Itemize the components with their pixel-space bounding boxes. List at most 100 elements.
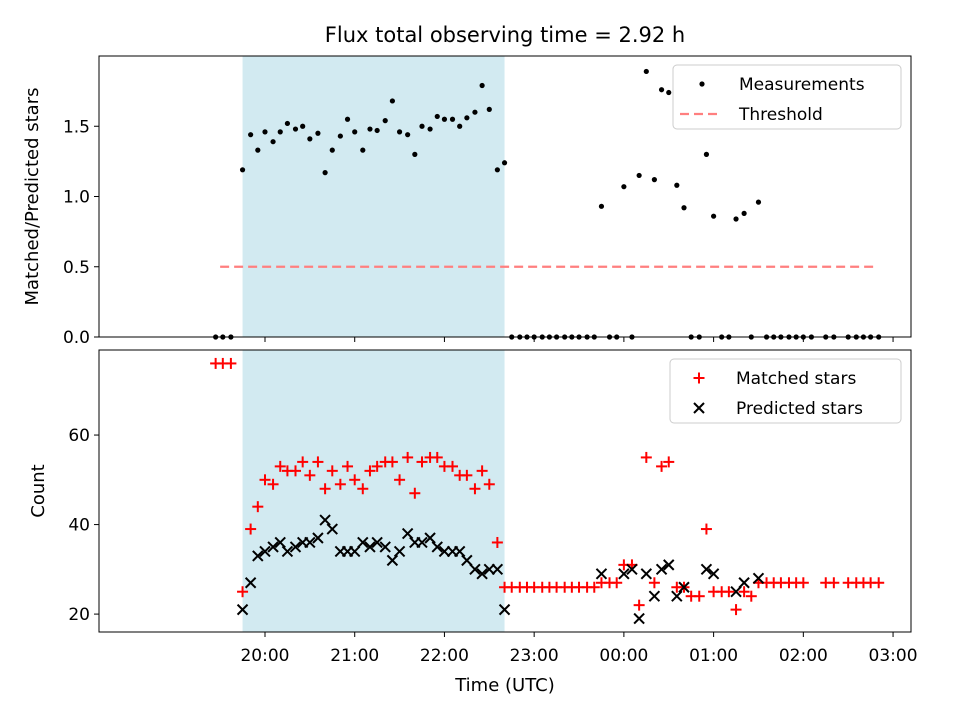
matched-star-point [828,577,840,589]
measurement-point [501,160,508,166]
x-tick-label: 22:00 [420,646,469,666]
predicted-star-marker-b [326,523,338,535]
measurement-point [360,147,366,153]
y-axis-label: Matched/Predicted stars [22,88,43,306]
measurement-point [643,68,649,75]
matched-star-point [334,478,346,490]
predicted-star-point [469,563,481,576]
measurement-point [255,147,261,153]
matched-star-point [252,501,264,513]
matched-star-point [312,456,324,468]
predicted-star-point [379,541,391,553]
matched-star-point [693,590,705,602]
predicted-star-point [648,590,661,602]
predicted-star-marker-b [640,568,653,580]
matched-star-point [738,586,750,598]
predicted-star-point [349,545,361,558]
predicted-star-point [663,559,675,571]
predicted-star-point [431,541,443,553]
measurement-point [239,167,246,173]
matched-star-point [259,474,271,486]
predicted-star-marker-b [707,568,720,580]
y-tick-label: 0.0 [63,328,90,348]
measurement-point [419,123,425,129]
predicted-star-point [738,577,750,589]
matched-star-point [274,460,286,472]
matched-star-point [588,581,600,593]
measurement-point [322,170,328,176]
predicted-star-point [252,550,264,562]
matched-star-point [873,577,885,589]
measurement-point [307,136,313,142]
predicted-star-marker-b [289,541,302,553]
matched-star-point [476,465,488,477]
legend: Measurements Threshold [672,64,902,130]
matched-star-point [342,460,354,472]
predicted-star-point [461,554,473,567]
predicted-star-marker-b [461,554,473,567]
legend: Matched stars Predicted stars [669,358,902,424]
measurement-point [741,210,747,216]
predicted-star-point [453,545,466,558]
y-tick-label: 0.5 [63,258,90,278]
x-tick-label: 00:00 [599,646,648,666]
matched-star-point [797,577,809,589]
predicted-star-marker-b [752,572,765,584]
legend-label: Predicted stars [736,399,863,419]
measurement-point [636,172,642,179]
predicted-star-marker-b [663,559,675,571]
predicted-star-marker-b [274,536,286,549]
predicted-star-point [364,541,376,553]
x-tick-label: 21:00 [330,646,379,666]
x-axis-label: Time (UTC) [454,675,555,696]
matched-star-point [326,465,338,477]
predicted-star-point [491,563,504,576]
observing-interval-shade [242,350,505,632]
predicted-star-point [312,532,324,544]
predicted-star-marker-b [498,603,511,616]
measurement-point [374,127,380,134]
measurement-point [396,129,403,135]
predicted-star-marker-b [259,545,271,558]
predicted-star-point [498,603,511,616]
measurement-point [598,203,605,209]
predicted-star-point [371,536,383,549]
matched-star-point [297,456,309,468]
matched-star-point [611,577,623,589]
x-tick-label: 20:00 [240,646,289,666]
predicted-star-point [730,586,742,598]
measurement-point [681,205,687,211]
predicted-star-marker-b [371,536,383,549]
measurement-point [494,167,500,173]
x-tick-label: 01:00 [689,646,738,666]
predicted-star-point [633,612,645,625]
predicted-star-point [319,514,331,526]
measurement-point [457,123,463,129]
matched-star-point [357,483,369,495]
measurement-point [352,129,358,135]
predicted-star-point [244,577,257,589]
measurement-point [674,182,680,188]
predicted-star-point [274,536,286,549]
predicted-star-point [281,545,294,558]
matched-star-point [402,451,414,463]
predicted-star-marker-b [357,536,369,549]
bottom-panel: 20 40 60 20:00 21:00 22:00 23:00 00:00 01:00 02:0… [28,349,918,696]
legend-label: Threshold [738,105,823,125]
matched-star-point [656,460,668,472]
predicted-star-marker-b [730,586,742,598]
measurement-point [711,213,717,219]
y-axis-label: Count [28,464,49,517]
predicted-star-marker-b [304,536,316,549]
measurement-point [658,87,665,93]
predicted-star-marker-b [312,532,324,544]
measurement-point [434,113,440,120]
measurement-point [486,106,492,112]
y-tick-label: 60 [68,426,90,446]
legend-predicted-marker [693,402,705,414]
predicted-star-marker-b [319,514,331,526]
matched-star-point [409,487,421,499]
predicted-star-marker-b [633,612,645,625]
matched-star-point [267,478,279,490]
